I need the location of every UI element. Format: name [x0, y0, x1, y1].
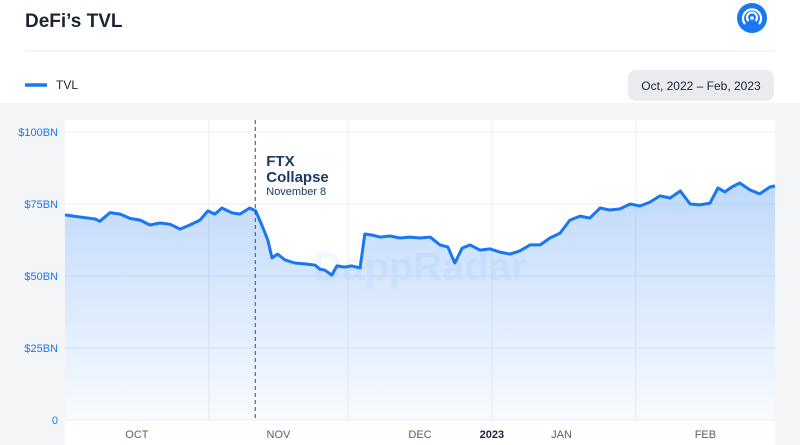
- x-tick-label: JAN: [551, 429, 572, 441]
- y-tick-label: $25BN: [24, 343, 58, 355]
- date-range-button[interactable]: [628, 70, 774, 101]
- x-tick-label: OCT: [125, 429, 149, 441]
- y-tick-label: $100BN: [18, 127, 58, 139]
- y-tick-label: $50BN: [24, 271, 58, 283]
- y-tick-label: $75BN: [24, 199, 58, 211]
- date-range-label[interactable]: Oct, 2022 – Feb, 2023: [641, 79, 761, 93]
- x-tick-label: DEC: [408, 429, 431, 441]
- legend-label[interactable]: TVL: [56, 78, 78, 92]
- chart-title: DeFi’s TVL: [25, 11, 123, 32]
- annotation-title: Collapse: [266, 169, 329, 186]
- logo: [737, 3, 767, 33]
- x-tick-label: 2023: [480, 429, 504, 441]
- line: [64, 181, 776, 277]
- area: [65, 183, 775, 420]
- y-tick-label: 0: [52, 415, 58, 427]
- annotation-subtitle: November 8: [266, 186, 326, 198]
- annotation-title: FTX: [266, 153, 294, 170]
- x-tick-label: FEB: [695, 429, 716, 441]
- x-tick-label: NOV: [267, 429, 292, 441]
